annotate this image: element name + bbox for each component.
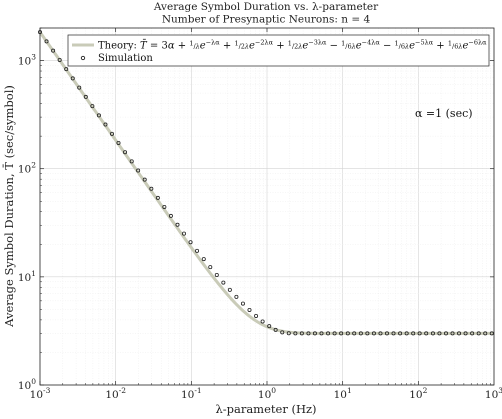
simulation-point	[319, 331, 324, 336]
x-tick-label: 101	[334, 386, 352, 401]
simulation-point	[470, 331, 475, 336]
simulation-point	[457, 331, 462, 336]
simulation-point	[378, 331, 383, 336]
legend-box	[67, 34, 490, 67]
simulation-point	[201, 257, 206, 262]
simulation-point	[64, 67, 69, 72]
simulation-point	[70, 76, 75, 81]
simulation-point	[365, 331, 370, 336]
simulation-point	[240, 301, 245, 306]
simulation-point	[44, 39, 49, 44]
simulation-point	[312, 331, 317, 336]
x-tick-label: 103	[485, 386, 502, 401]
simulation-point	[123, 150, 128, 155]
simulation-point	[254, 313, 259, 318]
simulation-point	[326, 331, 331, 336]
chart-title: Average Symbol Duration vs. λ-parameter	[153, 1, 379, 13]
simulation-point	[450, 331, 455, 336]
y-tick-label: 101	[18, 269, 36, 284]
simulation-point	[411, 331, 416, 336]
simulation-point	[299, 331, 304, 336]
simulation-point	[352, 331, 357, 336]
simulation-point	[155, 195, 160, 200]
tick-marks	[39, 27, 494, 386]
alpha-annotation: α =1 (sec)	[415, 107, 473, 120]
simulation-point	[371, 331, 376, 336]
simulation-point	[188, 240, 193, 245]
simulation-point	[384, 331, 389, 336]
simulation-point	[483, 331, 488, 336]
simulation-point	[247, 307, 252, 312]
simulation-point	[234, 294, 239, 299]
simulation-point	[437, 331, 442, 336]
x-tick-label: 102	[409, 386, 427, 401]
simulation-point	[293, 331, 298, 336]
y-axis-label: Average Symbol Duration, T̄ (sec/symbol)	[2, 85, 16, 328]
simulation-point	[358, 331, 363, 336]
simulation-point	[267, 324, 272, 329]
simulation-point	[96, 113, 101, 118]
plot-area	[38, 30, 495, 336]
simulation-point	[195, 248, 200, 253]
legend-simulation-marker	[80, 55, 86, 61]
tick-labels: 10-3 10-2 10-1 100 101 102 103 100 101 102 103	[18, 53, 502, 401]
legend-simulation-label: Simulation	[98, 53, 153, 64]
y-tick-label: 100	[18, 377, 36, 392]
simulation-point	[463, 331, 468, 336]
simulation-point	[109, 131, 114, 136]
x-axis-label: λ-parameter (Hz)	[215, 402, 316, 416]
y-tick-label: 103	[18, 53, 36, 68]
simulation-point	[175, 222, 180, 227]
simulation-point	[345, 331, 350, 336]
axes-box	[39, 27, 495, 386]
simulation-point	[129, 159, 134, 164]
simulation-point	[443, 331, 448, 336]
simulation-point	[149, 186, 154, 191]
legend-theory-label: Theory: T̄ = 3α + 1/λe−λα + 1/2λe−2λα + …	[98, 39, 487, 52]
simulation-point	[116, 140, 121, 145]
simulation-point	[476, 331, 481, 336]
simulation-point	[103, 122, 108, 127]
chart-subtitle: Number of Presynaptic Neurons: n = 4	[162, 14, 371, 26]
simulation-point	[430, 331, 435, 336]
x-tick-label: 100	[258, 386, 276, 401]
simulation-point	[221, 280, 226, 285]
simulation-point	[168, 213, 173, 218]
simulation-point	[142, 177, 147, 182]
x-tick-label: 10-2	[105, 386, 126, 401]
simulation-point	[417, 331, 422, 336]
simulation-point	[77, 85, 82, 90]
simulation-point	[489, 331, 494, 336]
simulation-point	[286, 331, 291, 336]
simulation-point	[51, 48, 56, 53]
simulation-point	[404, 331, 409, 336]
simulation-point	[90, 104, 95, 109]
legend: Theory: T̄ = 3α + 1/λe−λα + 1/2λe−2λα + …	[67, 34, 490, 67]
simulation-point	[339, 331, 344, 336]
simulation-point	[306, 331, 311, 336]
y-tick-label: 102	[18, 161, 36, 176]
x-tick-label: 10-3	[30, 386, 51, 401]
simulation-point	[214, 273, 219, 278]
chart-subtitle-text: Number of Presynaptic Neurons: n = 4	[162, 14, 371, 26]
simulation-point	[181, 231, 186, 236]
simulation-point	[208, 265, 213, 270]
simulation-point	[260, 319, 265, 324]
simulation-point	[424, 331, 429, 336]
simulation-point	[332, 331, 337, 336]
simulation-point	[398, 331, 403, 336]
simulation-point	[273, 327, 278, 332]
simulation-point	[280, 330, 285, 335]
simulation-point	[227, 287, 232, 292]
simulation-point	[83, 94, 88, 99]
simulation-point	[57, 57, 62, 62]
simulation-point	[136, 168, 141, 173]
simulation-point	[162, 204, 167, 209]
x-tick-label: 10-1	[181, 386, 202, 401]
simulation-point	[391, 331, 396, 336]
